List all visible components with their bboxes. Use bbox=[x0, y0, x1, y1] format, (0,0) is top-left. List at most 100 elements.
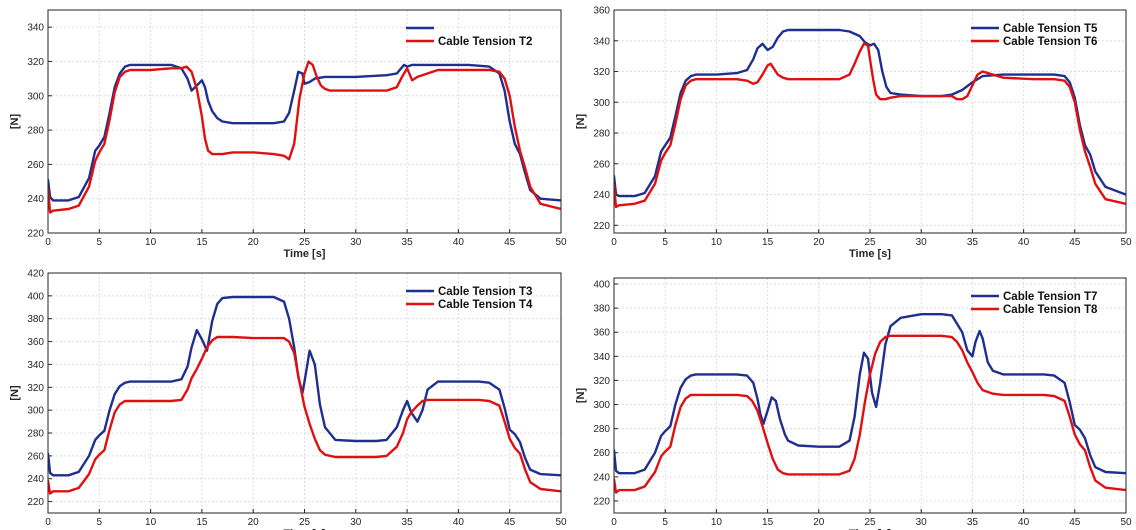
x-tick-label: 10 bbox=[711, 237, 723, 248]
y-tick-label: 300 bbox=[593, 98, 610, 109]
x-tick-label: 30 bbox=[350, 517, 362, 528]
y-tick-label: 420 bbox=[27, 269, 44, 280]
x-tick-label: 0 bbox=[611, 237, 617, 248]
axes-frame bbox=[613, 9, 1127, 234]
x-tick-label: 0 bbox=[611, 517, 617, 528]
x-tick-label: 5 bbox=[662, 237, 668, 248]
legend-entry: Cable Tension T6 bbox=[1003, 36, 1097, 48]
series-line-0 bbox=[614, 313, 1126, 475]
x-tick-label: 20 bbox=[248, 517, 260, 528]
x-tick-label: 20 bbox=[813, 237, 825, 248]
x-tick-label: 20 bbox=[813, 517, 825, 528]
y-tick-label: 300 bbox=[27, 406, 44, 417]
x-tick-label: 40 bbox=[453, 517, 465, 528]
legend: Cable Tension T2 bbox=[406, 26, 532, 48]
series-line-1 bbox=[614, 42, 1126, 209]
legend-entry: Cable Tension T5 bbox=[1003, 23, 1098, 35]
x-tick-label: 50 bbox=[1120, 237, 1132, 248]
x-tick-label: 25 bbox=[299, 517, 311, 528]
x-tick-label: 30 bbox=[350, 237, 362, 248]
series-line-1 bbox=[48, 335, 561, 495]
y-tick-label: 320 bbox=[593, 67, 610, 78]
y-tick-label: 260 bbox=[27, 160, 44, 171]
x-tick-label: 50 bbox=[555, 237, 567, 248]
x-tick-label: 5 bbox=[662, 517, 668, 528]
y-tick-label: 280 bbox=[593, 424, 610, 435]
y-tick-label: 340 bbox=[593, 36, 610, 47]
y-tick-label: 300 bbox=[27, 91, 44, 102]
y-tick-label: 300 bbox=[593, 400, 610, 411]
y-tick-label: 220 bbox=[593, 496, 610, 507]
y-axis-label: [N] bbox=[9, 114, 21, 130]
x-tick-label: 35 bbox=[402, 237, 414, 248]
legend-entry: Cable Tension T4 bbox=[438, 299, 533, 311]
y-tick-label: 360 bbox=[593, 6, 610, 17]
x-tick-label: 20 bbox=[248, 237, 260, 248]
x-axis-label: Time [s] bbox=[849, 248, 891, 260]
y-tick-label: 340 bbox=[27, 360, 44, 371]
y-tick-label: 320 bbox=[27, 57, 44, 68]
x-axis-label: Time [s] bbox=[849, 528, 891, 530]
y-tick-label: 240 bbox=[593, 472, 610, 483]
y-tick-label: 220 bbox=[27, 229, 44, 240]
y-tick-label: 380 bbox=[593, 304, 610, 315]
x-tick-label: 45 bbox=[504, 237, 516, 248]
chart-panel-tension-t1-t2: 0 5 10 15 20 25 30 35 40 45 50 220 240 260 280 300 320 34… bbox=[9, 9, 567, 260]
x-tick-label: 45 bbox=[504, 517, 516, 528]
x-tick-label: 35 bbox=[402, 517, 414, 528]
x-tick-label: 25 bbox=[299, 237, 311, 248]
y-axis-label: [N] bbox=[575, 114, 587, 130]
x-tick-label: 10 bbox=[145, 237, 157, 248]
x-tick-label: 45 bbox=[1069, 517, 1081, 528]
y-tick-label: 280 bbox=[27, 429, 44, 440]
y-tick-label: 360 bbox=[593, 328, 610, 339]
x-tick-label: 35 bbox=[967, 517, 979, 528]
x-tick-label: 30 bbox=[916, 237, 928, 248]
chart-panel-tension-t5-t6: 0 5 10 15 20 25 30 35 40 45 50 220 240 260 280 300 320 34… bbox=[575, 6, 1132, 261]
x-tick-label: 0 bbox=[45, 517, 51, 528]
x-tick-label: 0 bbox=[45, 237, 51, 248]
y-tick-label: 340 bbox=[27, 23, 44, 34]
x-tick-label: 30 bbox=[916, 517, 928, 528]
series-line-1 bbox=[614, 334, 1126, 494]
y-tick-label: 260 bbox=[593, 159, 610, 170]
y-tick-label: 260 bbox=[593, 448, 610, 459]
y-axis-label: [N] bbox=[9, 385, 21, 401]
legend-entry: Cable Tension T2 bbox=[438, 36, 532, 48]
y-tick-label: 360 bbox=[27, 337, 44, 348]
y-tick-label: 240 bbox=[593, 190, 610, 201]
axes-frame bbox=[613, 277, 1127, 514]
y-tick-label: 280 bbox=[593, 129, 610, 140]
x-tick-label: 15 bbox=[762, 517, 774, 528]
y-tick-label: 380 bbox=[27, 314, 44, 325]
x-tick-label: 40 bbox=[1018, 237, 1030, 248]
x-tick-label: 40 bbox=[1018, 517, 1030, 528]
y-tick-label: 260 bbox=[27, 451, 44, 462]
y-tick-label: 400 bbox=[27, 291, 44, 302]
y-axis-label: [N] bbox=[575, 388, 587, 404]
x-tick-label: 50 bbox=[555, 517, 567, 528]
y-tick-label: 220 bbox=[27, 497, 44, 508]
y-tick-label: 280 bbox=[27, 126, 44, 137]
y-tick-label: 340 bbox=[593, 352, 610, 363]
chart-panel-tension-t7-t8: 0 5 10 15 20 25 30 35 40 45 50 220 240 260 280 300 320 34… bbox=[575, 277, 1132, 530]
axes-frame bbox=[47, 9, 562, 234]
x-axis-label: Time [s] bbox=[284, 528, 326, 530]
legend-entry: Cable Tension T7 bbox=[1003, 291, 1097, 303]
series-line-1 bbox=[48, 60, 561, 214]
legend-entry: Cable Tension T3 bbox=[438, 286, 532, 298]
x-tick-label: 40 bbox=[453, 237, 465, 248]
y-tick-label: 320 bbox=[27, 383, 44, 394]
y-tick-label: 240 bbox=[27, 194, 44, 205]
y-tick-label: 240 bbox=[27, 474, 44, 485]
x-tick-label: 10 bbox=[711, 517, 723, 528]
x-tick-label: 25 bbox=[864, 237, 876, 248]
y-tick-label: 400 bbox=[593, 280, 610, 291]
x-tick-label: 15 bbox=[196, 237, 208, 248]
x-tick-label: 45 bbox=[1069, 237, 1081, 248]
chart-panel-tension-t3-t4: 0 5 10 15 20 25 30 35 40 45 50 220 240 260 280 300 320 34… bbox=[9, 269, 567, 530]
